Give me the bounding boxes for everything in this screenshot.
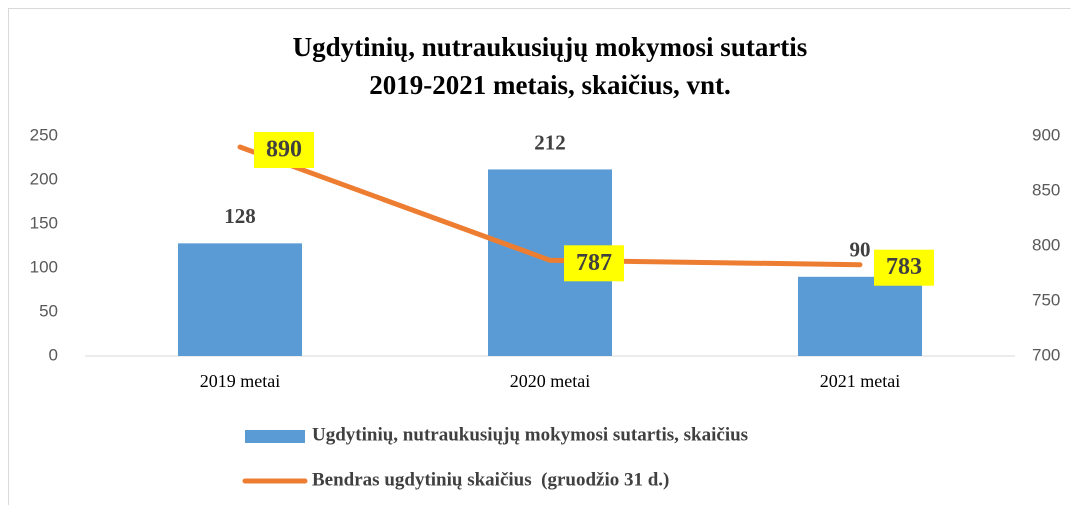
line xyxy=(237,144,863,268)
y2-tick-label: 800 xyxy=(1032,235,1060,254)
x-tick-label: 2021 metai xyxy=(820,371,900,391)
y-tick-label: 200 xyxy=(30,169,58,188)
x-tick-label: 2019 metai xyxy=(200,371,280,391)
y2-tick-label: 700 xyxy=(1032,345,1060,364)
chart-title: 2019-2021 metais, skaičius, vnt. xyxy=(369,70,731,100)
data-label-box xyxy=(254,132,314,168)
y-tick-label: 100 xyxy=(30,257,58,276)
y2-tick-label: 850 xyxy=(1032,180,1060,199)
bar xyxy=(798,276,922,356)
y2-tick-label: 750 xyxy=(1032,290,1060,309)
chart-border xyxy=(8,8,1071,505)
data-label: 890 xyxy=(266,137,302,163)
legend-swatch xyxy=(245,430,305,443)
y-tick-label: 250 xyxy=(30,125,58,144)
data-label: 212 xyxy=(534,130,566,154)
y-tick-label: 150 xyxy=(30,213,58,232)
y-tick-label: 0 xyxy=(49,345,58,364)
y-tick-label: 50 xyxy=(39,301,58,320)
legend-label: Bendras ugdytinių skaičius (gruodžio 31 … xyxy=(312,469,669,490)
x-tick-label: 2020 metai xyxy=(510,371,590,391)
chart-title: Ugdytinių, nutraukusiųjų mokymosi sutart… xyxy=(293,32,808,62)
data-label: 783 xyxy=(886,254,922,280)
data-label: 90 xyxy=(850,238,871,262)
bar xyxy=(178,243,302,356)
data-label: 787 xyxy=(576,250,612,276)
data-label-box xyxy=(564,245,624,282)
data-label-box xyxy=(874,249,934,286)
y2-tick-label: 900 xyxy=(1032,125,1060,144)
legend-label: Ugdytinių, nutraukusiųjų mokymosi sutart… xyxy=(312,424,748,445)
data-label: 128 xyxy=(224,204,256,228)
